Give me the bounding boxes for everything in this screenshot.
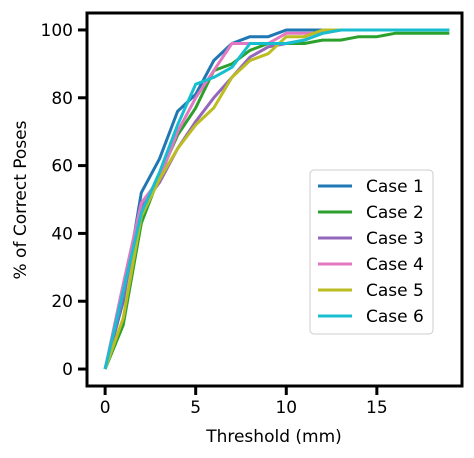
legend-label-case-1: Case 1 [366,177,424,197]
x-axis-label: Threshold (mm) [205,427,342,447]
y-axis: 0 20 40 60 80 100 [41,21,87,380]
legend: Case 1 Case 2 Case 3 Case 4 Case 5 Case 6 [309,169,434,335]
legend-label-case-6: Case 6 [366,307,424,327]
y-tick-label: 0 [62,360,73,380]
legend-label-case-3: Case 3 [366,229,424,249]
y-tick-label: 80 [51,89,73,109]
plot-frame [85,11,464,388]
x-tick-label: 0 [100,398,111,418]
y-tick-label: 40 [51,224,73,244]
x-tick-label: 10 [275,398,297,418]
y-tick-label: 60 [51,157,73,177]
series-line-case-6 [103,28,450,370]
x-tick-label: 15 [366,398,388,418]
x-tick-label: 5 [190,398,201,418]
legend-label-case-4: Case 4 [366,255,424,275]
series-layer [103,28,450,370]
legend-label-case-2: Case 2 [366,203,424,223]
y-tick-label: 100 [41,21,73,41]
legend-label-case-5: Case 5 [366,281,424,301]
y-tick-label: 20 [51,292,73,312]
y-axis-label: % of Correct Poses [11,120,31,279]
x-axis: 0 5 10 15 [100,386,388,418]
